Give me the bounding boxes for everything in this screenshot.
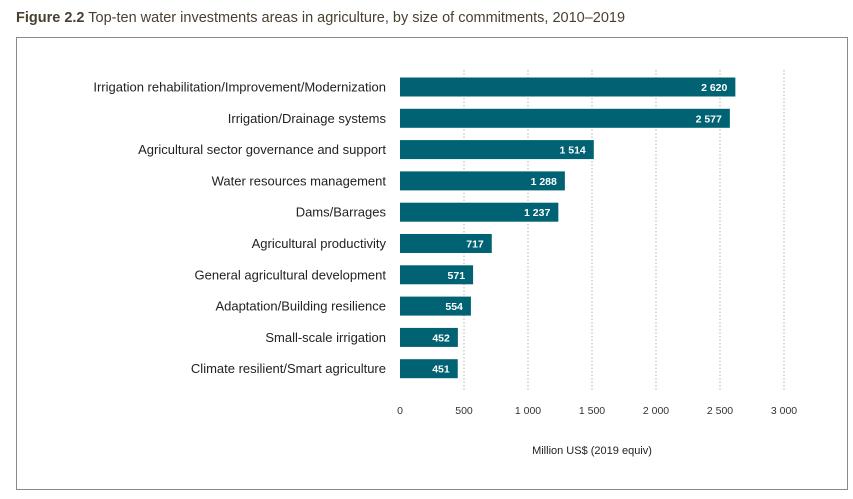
figure-title: Figure 2.2 Top-ten water investments are…: [16, 10, 625, 26]
bar: [400, 140, 594, 160]
bar-value-label: 554: [445, 301, 463, 313]
category-labels: Irrigation rehabilitation/Improvement/Mo…: [93, 80, 386, 377]
bar: [400, 77, 736, 97]
x-tick-label: 1 000: [515, 405, 541, 417]
bar: [400, 171, 565, 191]
figure-caption: Top-ten water investments areas in agric…: [88, 10, 626, 26]
figure-number: Figure 2.2: [16, 10, 85, 26]
bars-group: 2 620 2 577 1 514 1 288 1 237 717 571 554 452 451: [400, 77, 736, 379]
bar: [400, 202, 559, 222]
chart-frame: [16, 37, 848, 490]
category-label: Water resources management: [212, 173, 387, 188]
category-label: Agricultural productivity: [252, 236, 387, 251]
category-label: Adaptation/Building resilience: [215, 299, 386, 314]
bar: [400, 108, 730, 128]
bar: [400, 265, 474, 285]
category-label: Irrigation/Drainage systems: [228, 111, 387, 126]
bar-value-label: 717: [466, 239, 484, 251]
x-axis-label: Million US$ (2019 equiv): [532, 445, 652, 457]
category-label: Small-scale irrigation: [265, 330, 386, 345]
bar-value-label: 2 577: [696, 113, 722, 125]
bar-value-label: 1 514: [560, 145, 586, 157]
x-tick-labels: 0 500 1 000 1 500 2 000 2 500 3 000: [397, 405, 797, 417]
bar: [400, 359, 458, 379]
x-tick-label: 3 000: [771, 405, 797, 417]
bar-value-label: 571: [448, 270, 466, 282]
x-tick-label: 2 000: [643, 405, 669, 417]
category-label: Dams/Barrages: [296, 205, 387, 220]
category-label: General agricultural development: [195, 267, 387, 282]
x-tick-label: 2 500: [707, 405, 733, 417]
category-label: Agricultural sector governance and suppo…: [138, 142, 386, 157]
x-tick-label: 500: [455, 405, 473, 417]
bar-value-label: 1 237: [524, 207, 550, 219]
x-tick-label: 1 500: [579, 405, 605, 417]
category-label: Climate resilient/Smart agriculture: [191, 361, 386, 376]
bar-value-label: 451: [432, 364, 450, 376]
bar: [400, 327, 458, 347]
category-label: Irrigation rehabilitation/Improvement/Mo…: [93, 80, 386, 95]
bar: [400, 234, 492, 253]
bar: [400, 296, 471, 316]
bar-value-label: 2 620: [701, 82, 727, 94]
x-tick-label: 0: [397, 405, 403, 417]
bar-value-label: 452: [432, 332, 450, 344]
bar-value-label: 1 288: [531, 176, 557, 188]
